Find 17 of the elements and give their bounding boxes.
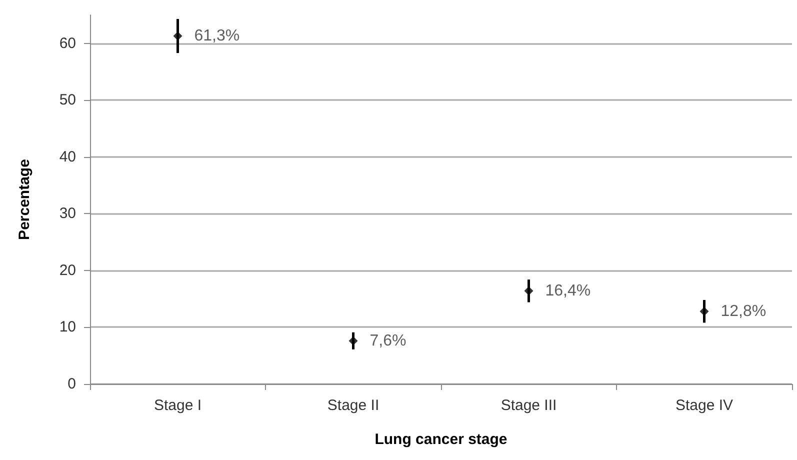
y-tick-label: 30 [59,205,76,222]
y-axis-title: Percentage [16,159,33,240]
x-tick-label: Stage III [500,397,557,414]
y-tick-label: 40 [59,148,76,166]
x-tick-label: Stage I [154,397,202,414]
y-tick-label: 0 [68,376,76,392]
x-tick-label: Stage II [327,397,380,414]
data-label: 61,3% [194,28,240,45]
x-tick-label: Stage IV [675,397,734,414]
y-tick-label: 20 [59,262,76,279]
x-axis-title: Lung cancer stage [374,431,508,448]
y-tick-label: 50 [59,92,76,109]
data-label: 12,8% [720,302,766,320]
y-tick-label: 10 [59,318,76,336]
y-tick-label: 60 [59,34,76,52]
data-label: 16,4% [545,282,591,300]
data-label: 7,6% [370,332,406,350]
